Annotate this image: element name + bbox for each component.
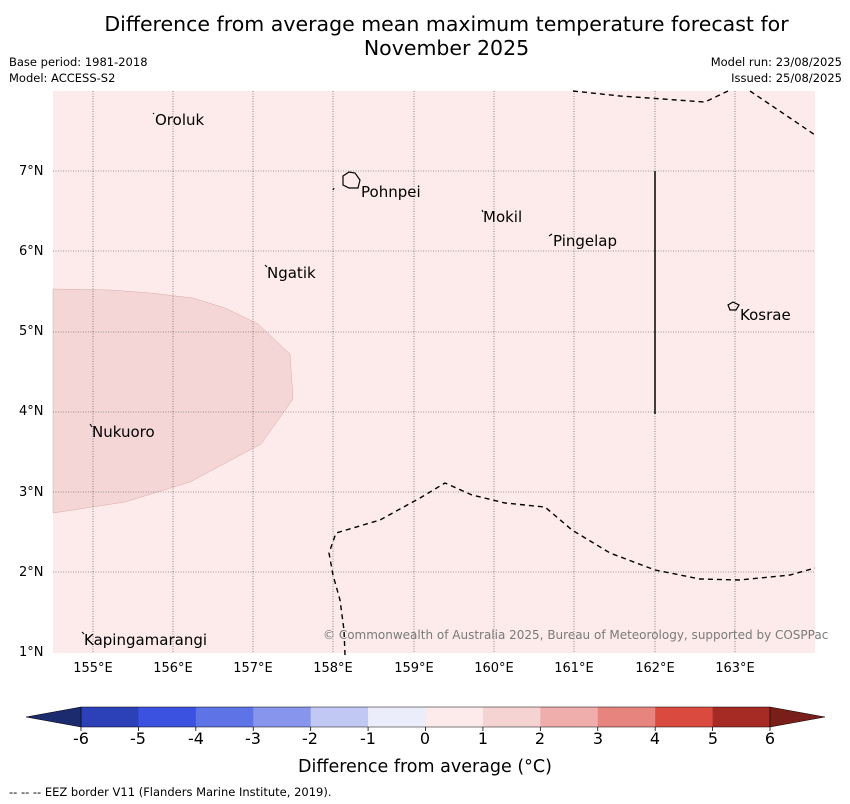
lat-tick-label: 4°N — [19, 404, 44, 419]
colorbar-over-arrow — [769, 706, 826, 728]
colorbar-cell — [425, 707, 484, 727]
pohnpei-island — [342, 171, 361, 189]
lat-tick-label: 5°N — [19, 324, 44, 339]
lat-tick-label: 6°N — [19, 244, 44, 259]
colorbar-tick-label: 3 — [592, 729, 604, 748]
colorbar-cell — [195, 707, 254, 727]
lon-tick-label: 158°E — [313, 661, 353, 676]
lon-tick-label: 159°E — [394, 661, 434, 676]
colorbar-cell — [597, 707, 656, 727]
lat-tick-label: 3°N — [19, 485, 44, 500]
colorbar-cell — [655, 707, 713, 727]
colorbar-tick-label: 6 — [764, 729, 776, 748]
model-run: Model run: 23/08/2025 — [710, 55, 842, 69]
colorbar-cell — [310, 707, 369, 727]
chart-title: Difference from average mean maximum tem… — [0, 12, 850, 60]
place-label-nukuoro: Nukuoro — [92, 423, 155, 441]
place-label-pingelap: Pingelap — [553, 232, 618, 250]
base-period: Base period: 1981-2018 — [9, 55, 148, 69]
colorbar-cell — [253, 707, 311, 727]
place-label-ngatik: Ngatik — [267, 264, 316, 282]
eez-borders — [328, 90, 816, 656]
lon-tick-label: 161°E — [554, 661, 594, 676]
lon-tick-label: 162°E — [635, 661, 675, 676]
colorbar-tick-label: 0 — [419, 729, 431, 748]
atoll-marks — [81, 112, 553, 635]
colorbar-tick-label: -6 — [73, 729, 89, 748]
title-line-2: November 2025 — [363, 36, 530, 60]
issued-date: Issued: 25/08/2025 — [731, 71, 842, 85]
place-label-pohnpei: Pohnpei — [361, 183, 421, 201]
eez-border-north — [572, 90, 816, 136]
lat-tick-label: 7°N — [19, 164, 44, 179]
colorbar-cell — [138, 707, 197, 727]
lon-tick-label: 155°E — [73, 661, 113, 676]
copyright-notice: © Commonwealth of Australia 2025, Bureau… — [323, 628, 829, 642]
title-line-1: Difference from average mean maximum tem… — [104, 12, 789, 36]
islet-mark — [332, 187, 335, 191]
colorbar-cell — [81, 707, 139, 727]
lon-tick-label: 163°E — [715, 661, 755, 676]
colorbar-tick-label: -1 — [360, 729, 376, 748]
colorbar-ticks — [80, 727, 771, 731]
place-label-kapingamarangi: Kapingamarangi — [84, 631, 208, 649]
colorbar-tick-label: -2 — [302, 729, 318, 748]
colorbar-tick-label: 5 — [707, 729, 719, 748]
colorbar-cell — [540, 707, 599, 727]
lat-tick-label: 1°N — [19, 645, 44, 660]
colorbar-tick-label: 4 — [649, 729, 661, 748]
colorbar-tick-label: -5 — [130, 729, 146, 748]
colorbar-tick-label: 2 — [534, 729, 546, 748]
lon-tick-label: 156°E — [153, 661, 193, 676]
lat-tick-label: 2°N — [19, 565, 44, 580]
eez-border-south — [328, 482, 816, 656]
place-label-mokil: Mokil — [483, 208, 523, 226]
colorbar-under-arrow — [25, 706, 82, 728]
meta-right: Model run: 23/08/2025 Issued: 25/08/2025 — [711, 54, 842, 86]
lon-tick-label: 157°E — [233, 661, 273, 676]
colorbar-tick-label: -4 — [188, 729, 204, 748]
map-canvas — [52, 90, 816, 656]
place-label-oroluk: Oroluk — [155, 111, 205, 129]
colorbar-title: Difference from average (°C) — [298, 757, 552, 777]
colorbar-tick-label: -3 — [245, 729, 261, 748]
kosrae-island — [727, 301, 740, 311]
colorbar-tick-label: 1 — [477, 729, 489, 748]
place-label-kosrae: Kosrae — [740, 306, 791, 324]
eez-footer-note: -- -- -- EEZ border V11 (Flanders Marine… — [9, 785, 332, 799]
colorbar-cell — [482, 707, 541, 727]
colorbar-cell — [712, 707, 771, 727]
colorbar-cell — [368, 707, 426, 727]
meta-left: Base period: 1981-2018 Model: ACCESS-S2 — [9, 54, 148, 86]
model-name: Model: ACCESS-S2 — [9, 71, 116, 85]
lon-tick-label: 160°E — [474, 661, 514, 676]
colorbar-cells — [80, 706, 771, 728]
